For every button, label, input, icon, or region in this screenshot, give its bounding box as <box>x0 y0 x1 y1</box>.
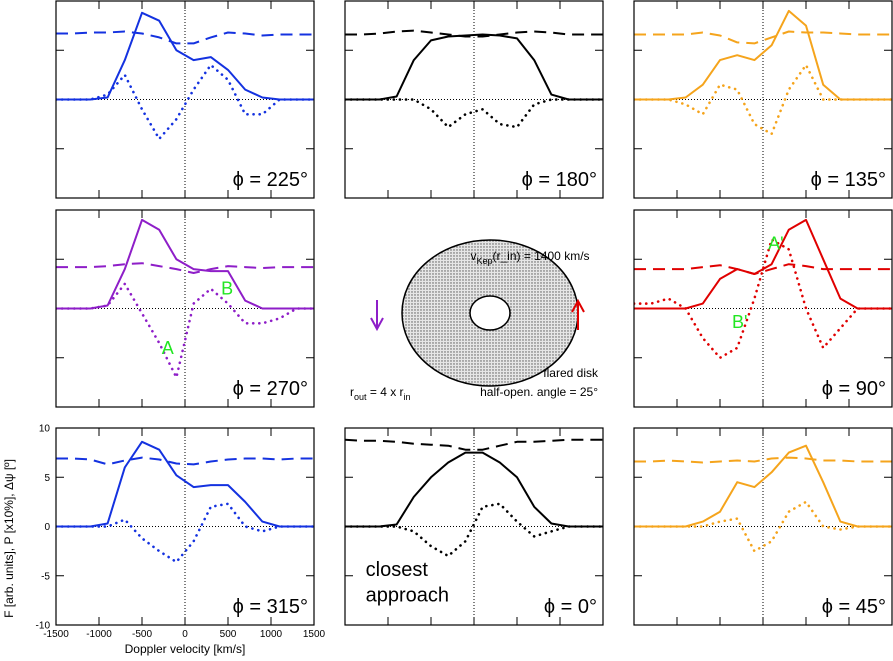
panel: ϕ = 0° closest approach <box>344 427 604 626</box>
panel-label: ϕ = 315° <box>233 596 308 618</box>
panel-label: ϕ = 90° <box>822 378 886 400</box>
x-axis-label: Doppler velocity [km/s] <box>125 642 246 656</box>
panel: ϕ = 90° A' B' <box>633 209 893 408</box>
panel: ϕ = 180° <box>344 0 604 199</box>
line-dotted <box>634 500 892 553</box>
y-tick-label: 0 <box>44 522 50 533</box>
panel-label: ϕ = 45° <box>822 596 886 618</box>
annotation: A <box>162 338 174 358</box>
panel: ϕ = 225° <box>55 0 315 199</box>
line-dashed <box>345 438 603 451</box>
panel-label: ϕ = 225° <box>233 169 308 191</box>
frame <box>55 209 315 408</box>
line-dashed <box>634 456 892 464</box>
x-tick-label: 1500 <box>303 629 326 640</box>
line-solid <box>634 444 892 528</box>
angle-label: half-open. angle = 25° <box>480 385 598 399</box>
line-dotted <box>56 502 314 564</box>
y-tick-label: -10 <box>36 621 51 632</box>
panel-label: ϕ = 0° <box>544 596 597 618</box>
line-solid <box>56 440 314 528</box>
line-dashed <box>634 30 892 45</box>
panel: ϕ = 270° B A <box>55 209 315 408</box>
y-axis-label: F [arb. units], P [x10%], Δψ [º] <box>2 459 16 618</box>
line-dashed <box>56 30 314 45</box>
y-tick-label: 10 <box>39 424 51 435</box>
plot-area <box>634 444 892 553</box>
line-dashed <box>634 263 892 275</box>
line-dotted <box>56 63 314 141</box>
x-tick-label: -1000 <box>86 629 112 640</box>
red-arrow <box>571 298 585 330</box>
line-solid <box>56 11 314 101</box>
line-dotted <box>345 502 603 558</box>
line-dashed <box>56 262 314 274</box>
plot-area <box>56 11 314 141</box>
plot-area <box>345 29 603 129</box>
x-tick-label: 500 <box>220 629 237 640</box>
x-tick-label: 0 <box>182 629 188 640</box>
line-solid <box>345 33 603 101</box>
disk-diagram: vKep(r_in) = 1400 km/s flared disk half-… <box>350 239 599 402</box>
line-solid <box>634 218 892 310</box>
line-solid <box>56 218 314 310</box>
plot-area <box>56 440 314 564</box>
line-dotted <box>345 98 603 129</box>
frame <box>633 209 893 408</box>
annotation: B <box>221 279 233 299</box>
frame <box>55 0 315 199</box>
y-tick-label: 5 <box>44 473 50 484</box>
radius-label: rout = 4 x rin <box>350 385 411 402</box>
line-dashed <box>345 29 603 38</box>
panel: -1500 -1000 -500 0 500 1000 1500 -10 -5 0 5 10 ϕ = 3… <box>2 424 326 657</box>
annotation: approach <box>366 584 449 606</box>
panel-label: ϕ = 270° <box>233 378 308 400</box>
frame <box>633 427 893 626</box>
panel: ϕ = 45° <box>633 427 893 626</box>
x-tick-label: -500 <box>132 629 152 640</box>
line-dotted <box>634 63 892 136</box>
frame <box>55 427 315 626</box>
frame <box>633 0 893 199</box>
plot-area <box>345 438 603 558</box>
annotation: A' <box>768 233 783 253</box>
panel: ϕ = 135° <box>633 0 893 199</box>
line-dotted <box>56 282 314 379</box>
plot-area <box>56 218 314 379</box>
x-tick-label: -1500 <box>43 629 69 640</box>
panel-label: ϕ = 135° <box>811 169 886 191</box>
line-dotted <box>634 238 892 360</box>
plot-area <box>634 218 892 360</box>
y-tick-label: -5 <box>41 571 50 582</box>
disk-hole <box>469 295 511 331</box>
x-tick-label: 1000 <box>260 629 283 640</box>
annotation: closest <box>366 559 429 581</box>
purple-arrow <box>370 300 384 332</box>
disk-label: flared disk <box>543 366 599 380</box>
frame <box>344 427 604 626</box>
panel-label: ϕ = 180° <box>522 169 597 191</box>
plot-area <box>634 9 892 136</box>
frame <box>344 0 604 199</box>
line-dashed <box>56 456 314 466</box>
annotation: B' <box>732 312 747 332</box>
velocity-label: vKep(r_in) = 1400 km/s <box>470 249 589 266</box>
